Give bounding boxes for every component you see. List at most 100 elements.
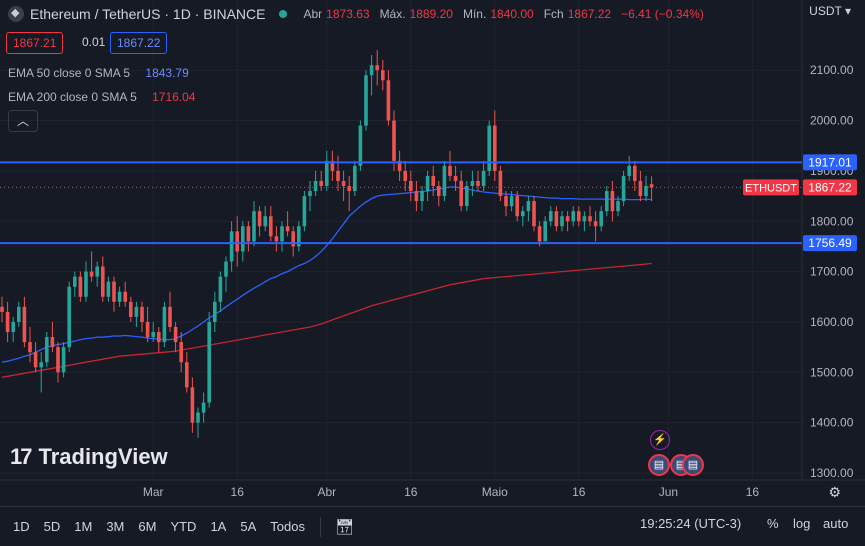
candle xyxy=(134,301,139,327)
candle xyxy=(319,170,323,192)
candle-body xyxy=(409,180,413,192)
ema50-line xyxy=(1,186,652,363)
log-scale-button[interactable]: log xyxy=(793,516,811,531)
us-flag-icon[interactable]: ▤ xyxy=(682,454,704,476)
timeframe-5a[interactable]: 5A xyxy=(240,519,257,534)
candle-body xyxy=(621,175,626,202)
candle-body xyxy=(207,321,211,403)
candle-body xyxy=(358,125,363,166)
last-price-label: 1867.22 xyxy=(808,180,852,194)
ethereum-icon xyxy=(8,6,24,22)
ema200-legend[interactable]: EMA 200 close 0 SMA 5 1716.04 xyxy=(8,90,195,104)
candle-body xyxy=(5,311,10,333)
candle-body xyxy=(560,216,564,227)
close-label: Fch xyxy=(543,7,564,21)
candle xyxy=(386,70,391,126)
timeframe-ytd[interactable]: YTD xyxy=(170,519,197,534)
candle-body xyxy=(431,175,435,187)
candle-body xyxy=(285,226,290,232)
candle xyxy=(627,155,631,181)
candle-body xyxy=(274,236,279,242)
candle xyxy=(593,211,598,242)
sell-price-button[interactable]: 1867.21 xyxy=(6,32,64,54)
candle xyxy=(229,221,234,272)
candle xyxy=(448,150,452,181)
candle xyxy=(246,221,251,252)
candle xyxy=(425,170,430,202)
candle-body xyxy=(605,191,609,212)
candle xyxy=(571,206,575,227)
high-value: 1889.20 xyxy=(409,7,453,21)
candle-body xyxy=(168,306,172,327)
candle-body xyxy=(437,186,441,197)
candle xyxy=(252,201,256,247)
candle xyxy=(112,276,116,312)
buy-price-button[interactable]: 1867.22 xyxy=(110,32,168,54)
x-tick-label: Jun xyxy=(659,485,678,499)
candle-body xyxy=(78,276,83,297)
candle-body xyxy=(319,180,323,187)
candle xyxy=(543,216,547,242)
timeframe-1d[interactable]: 1D xyxy=(13,519,30,534)
candle xyxy=(599,206,603,232)
timeframe-3m[interactable]: 3M xyxy=(106,519,125,534)
high-label: Máx. xyxy=(379,7,406,21)
timeframe-5d[interactable]: 5D xyxy=(43,519,61,534)
change-value: −6.41 (−0.34%) xyxy=(621,7,704,21)
candle-body xyxy=(509,196,514,207)
collapse-legend-button[interactable]: ︿ xyxy=(8,110,38,132)
auto-scale-button[interactable]: auto xyxy=(823,516,849,531)
candle xyxy=(185,352,189,393)
clock-timezone[interactable]: 19:25:24 (UTC-3) xyxy=(640,516,742,531)
chart-settings-icon[interactable]: ⚙ xyxy=(828,484,841,500)
timeframe-1a[interactable]: 1A xyxy=(210,519,227,534)
market-status-icon[interactable] xyxy=(279,10,288,18)
level-label: 1917.01 xyxy=(808,155,852,169)
timeframe-todos[interactable]: Todos xyxy=(270,519,305,534)
candle xyxy=(565,211,570,232)
candle xyxy=(375,50,379,86)
us-flag-icon[interactable]: ▤ xyxy=(648,454,670,476)
timeframe-6m[interactable]: 6M xyxy=(138,519,157,534)
lightning-event-icon[interactable]: ⚡ xyxy=(650,430,670,450)
candle-body xyxy=(302,196,307,227)
currency-selector[interactable]: USDT ▾ xyxy=(809,4,851,18)
price-chart[interactable]: 1300.00 1400.00 1500.00 1600.00 1700.00 1800.… xyxy=(0,0,865,506)
candle xyxy=(453,165,458,192)
candle-body xyxy=(532,201,536,227)
candle xyxy=(470,170,475,197)
candle-body xyxy=(0,306,4,312)
candle-body xyxy=(33,352,38,368)
candle xyxy=(269,206,273,242)
percent-scale-button[interactable]: % xyxy=(767,516,779,531)
ema50-value: 1843.79 xyxy=(145,66,189,80)
candle-body xyxy=(308,191,312,197)
ema50-legend[interactable]: EMA 50 close 0 SMA 5 1843.79 xyxy=(8,66,189,80)
symbol-title[interactable]: Ethereum / TetherUS · 1D · BINANCE xyxy=(30,6,266,22)
x-tick-label: 16 xyxy=(746,485,760,499)
candle-body xyxy=(56,347,60,373)
timeframe-1m[interactable]: 1M xyxy=(74,519,93,534)
candle xyxy=(526,196,531,222)
candle-body xyxy=(341,180,346,187)
open-label: Abr xyxy=(303,7,323,21)
candle-body xyxy=(263,216,267,227)
candle-body xyxy=(577,211,581,222)
candle xyxy=(5,301,10,343)
candle-body xyxy=(470,180,475,187)
tradingview-logo[interactable]: 17 TradingView xyxy=(10,444,168,470)
candle xyxy=(493,110,497,181)
candle xyxy=(397,150,402,181)
low-value: 1840.00 xyxy=(490,7,534,21)
candle xyxy=(39,352,43,393)
ohlc-values: Abr 1873.63 Máx. 1889.20 Mín. 1840.00 Fc… xyxy=(303,7,709,21)
candle-body xyxy=(448,165,452,176)
calendar-range-icon[interactable]: 📅︎ xyxy=(334,518,354,536)
candle-body xyxy=(218,276,223,302)
candle-body xyxy=(140,306,144,322)
candle-body xyxy=(644,186,648,197)
candle xyxy=(577,206,581,227)
candle-body xyxy=(61,347,66,373)
candle xyxy=(442,160,447,202)
candle-body xyxy=(50,337,55,348)
